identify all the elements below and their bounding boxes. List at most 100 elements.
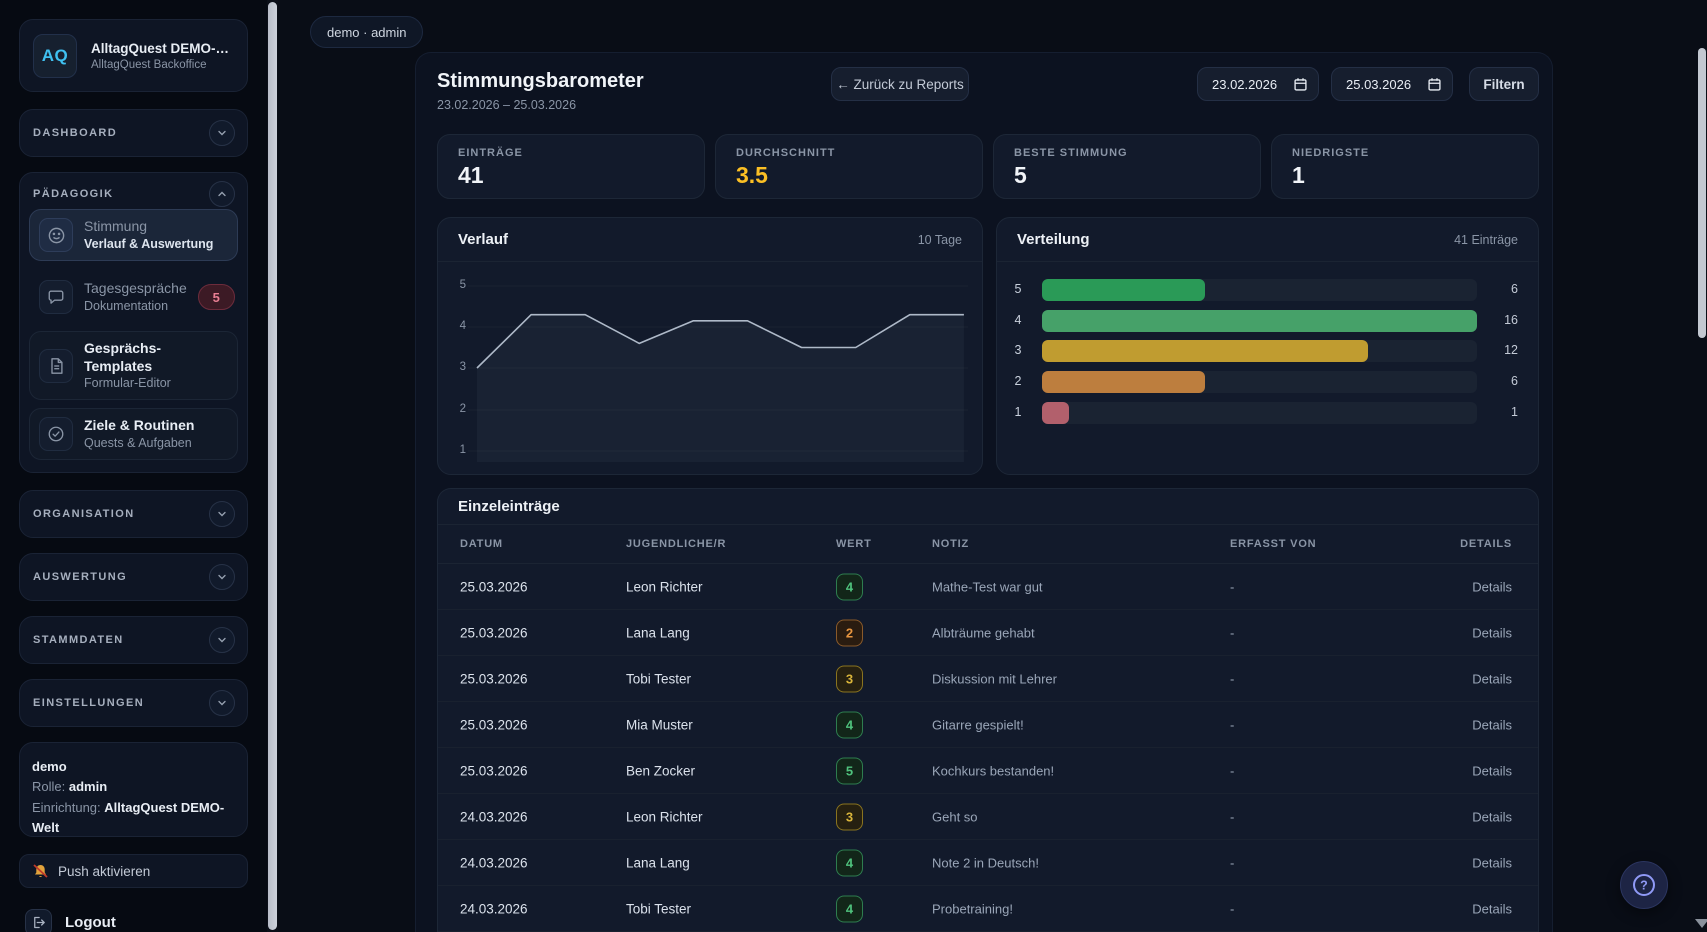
cell-datum: 24.03.2026 <box>460 901 528 916</box>
smiley-icon <box>39 218 73 252</box>
sidebar-item-ziele-routinen[interactable]: Ziele & Routinen Quests & Aufgaben <box>29 408 238 461</box>
bar-value-label: 16 <box>1504 313 1518 327</box>
bar-category-label: 1 <box>1014 405 1022 419</box>
stat-label: EINTRÄGE <box>458 147 523 159</box>
cell-name: Leon Richter <box>626 579 703 594</box>
verlauf-range-badge: 10 Tage <box>917 232 962 247</box>
bar-track <box>1042 402 1477 424</box>
logout-label: Logout <box>65 913 116 931</box>
stat-card-beste-stimmung: BESTE STIMMUNG 5 <box>993 134 1261 199</box>
cell-name: Lana Lang <box>626 625 690 640</box>
cell-erfasst-von: - <box>1230 855 1235 870</box>
details-link[interactable]: Details <box>1472 717 1512 732</box>
sidebar-scrollbar[interactable] <box>267 0 278 932</box>
logout-button[interactable]: Logout <box>19 902 248 932</box>
bar-category-label: 4 <box>1014 313 1022 327</box>
col-header-jugendliche: JUGENDLICHE/R <box>626 538 727 550</box>
cell-name: Mia Muster <box>626 717 693 732</box>
sidebar-scrollbar-thumb[interactable] <box>268 2 277 930</box>
details-link[interactable]: Details <box>1472 671 1512 686</box>
page-date-range: 23.02.2026 – 25.03.2026 <box>437 98 577 112</box>
push-activate-label: Push aktivieren <box>58 863 151 879</box>
verteilung-title: Verteilung <box>1017 231 1090 248</box>
y-axis-tick: 2 <box>459 403 466 415</box>
cell-erfasst-von: - <box>1230 671 1235 686</box>
sidebar-section-dashboard[interactable]: DASHBOARD <box>19 109 248 157</box>
sidebar-section-paedagogik[interactable]: PÄDAGOGIK <box>29 179 238 209</box>
logout-icon <box>25 908 52 932</box>
cell-wert: 4 <box>836 711 863 738</box>
cell-datum: 25.03.2026 <box>460 717 528 732</box>
calendar-icon[interactable] <box>1293 77 1308 92</box>
cell-wert: 4 <box>836 849 863 876</box>
back-to-reports-button[interactable]: ← Zurück zu Reports <box>831 67 969 101</box>
details-link[interactable]: Details <box>1472 625 1512 640</box>
chevron-down-icon[interactable] <box>209 501 235 528</box>
details-link[interactable]: Details <box>1472 809 1512 824</box>
wert-badge: 4 <box>836 849 863 876</box>
cell-wert: 2 <box>836 619 863 646</box>
bar-value-fill <box>1042 340 1369 362</box>
cell-erfasst-von: - <box>1230 901 1235 916</box>
stat-label: NIEDRIGSTE <box>1292 147 1370 159</box>
chevron-down-icon[interactable] <box>209 627 235 654</box>
chevron-down-icon[interactable] <box>209 564 235 591</box>
chevron-down-icon[interactable] <box>209 690 235 717</box>
verlauf-chart-card: Verlauf 10 Tage 5 4 3 2 1 <box>437 217 983 475</box>
y-axis-tick: 5 <box>459 279 466 291</box>
details-link[interactable]: Details <box>1472 901 1512 916</box>
sidebar-section-organisation[interactable]: ORGANISATION <box>19 490 248 539</box>
stat-card-eintr-ge: EINTRÄGE 41 <box>437 134 705 199</box>
chevron-down-icon[interactable] <box>209 120 235 146</box>
stat-value: 1 <box>1292 162 1305 188</box>
scrollbar-down-arrow-icon[interactable] <box>1695 919 1707 928</box>
date-from-input[interactable]: 23.02.2026 <box>1197 67 1319 101</box>
wert-badge: 3 <box>836 665 863 692</box>
col-header-erfasst: ERFASST VON <box>1230 538 1317 550</box>
table-row: 25.03.2026 Lana Lang 2 Albträume gehabt - Det… <box>438 610 1538 656</box>
help-button[interactable]: ? <box>1620 861 1668 909</box>
details-link[interactable]: Details <box>1472 855 1512 870</box>
bar-value-label: 6 <box>1511 374 1518 388</box>
user-org-label: Einrichtung: <box>32 799 101 815</box>
entries-table-card: Einzeleinträge DATUM JUGENDLICHE/R WERT … <box>437 488 1539 932</box>
svg-text:?: ? <box>1640 879 1648 893</box>
y-axis-tick: 3 <box>459 361 466 373</box>
wert-badge: 4 <box>836 573 863 600</box>
sidebar-section-stammdaten[interactable]: STAMMDATEN <box>19 616 248 665</box>
sidebar-item-subtitle: Verlauf & Auswertung <box>84 236 214 251</box>
sidebar-item-title: Ziele & Routinen <box>84 417 195 434</box>
user-name: demo <box>32 759 67 775</box>
cell-datum: 25.03.2026 <box>460 671 528 686</box>
table-row: 24.03.2026 Lana Lang 4 Note 2 in Deutsch! - D… <box>438 840 1538 886</box>
sidebar-item-subtitle: Dokumentation <box>84 298 169 313</box>
sidebar-section-einstellungen[interactable]: EINSTELLUNGEN <box>19 679 248 728</box>
sidebar-item-gespr-chs-templates[interactable]: Gesprächs-Templates Formular-Editor <box>29 331 238 401</box>
sidebar-item-title: Tagesgespräche <box>84 280 187 297</box>
main-panel: Stimmungsbarometer 23.02.2026 – 25.03.20… <box>415 52 1553 932</box>
wert-badge: 4 <box>836 711 863 738</box>
bar-value-label: 12 <box>1504 343 1518 357</box>
question-circle-icon: ? <box>1633 874 1655 896</box>
sidebar-section-auswertung[interactable]: AUSWERTUNG <box>19 553 248 602</box>
details-link[interactable]: Details <box>1472 579 1512 594</box>
sidebar-item-tagesgespr-che[interactable]: Tagesgespräche Dokumentation 5 <box>29 271 238 323</box>
filter-button[interactable]: Filtern <box>1469 67 1539 101</box>
push-activate-button[interactable]: Push aktivieren <box>19 854 248 889</box>
sidebar-item-stimmung[interactable]: Stimmung Verlauf & Auswertung <box>29 209 238 261</box>
bell-slash-icon <box>32 863 49 880</box>
details-link[interactable]: Details <box>1472 763 1512 778</box>
session-chip: demo · admin <box>310 16 424 48</box>
date-to-input[interactable]: 25.03.2026 <box>1331 67 1453 101</box>
app-title: AlltagQuest DEMO-… <box>91 40 230 56</box>
chevron-up-icon[interactable] <box>209 181 235 207</box>
calendar-icon[interactable] <box>1427 77 1442 92</box>
wert-badge: 3 <box>836 803 863 830</box>
bar-value-fill <box>1042 310 1477 332</box>
table-row: 24.03.2026 Leon Richter 3 Geht so - Details <box>438 794 1538 840</box>
cell-notiz: Note 2 in Deutsch! <box>932 855 1039 870</box>
page-scrollbar-thumb[interactable] <box>1698 48 1706 338</box>
date-to-value: 25.03.2026 <box>1346 76 1412 92</box>
